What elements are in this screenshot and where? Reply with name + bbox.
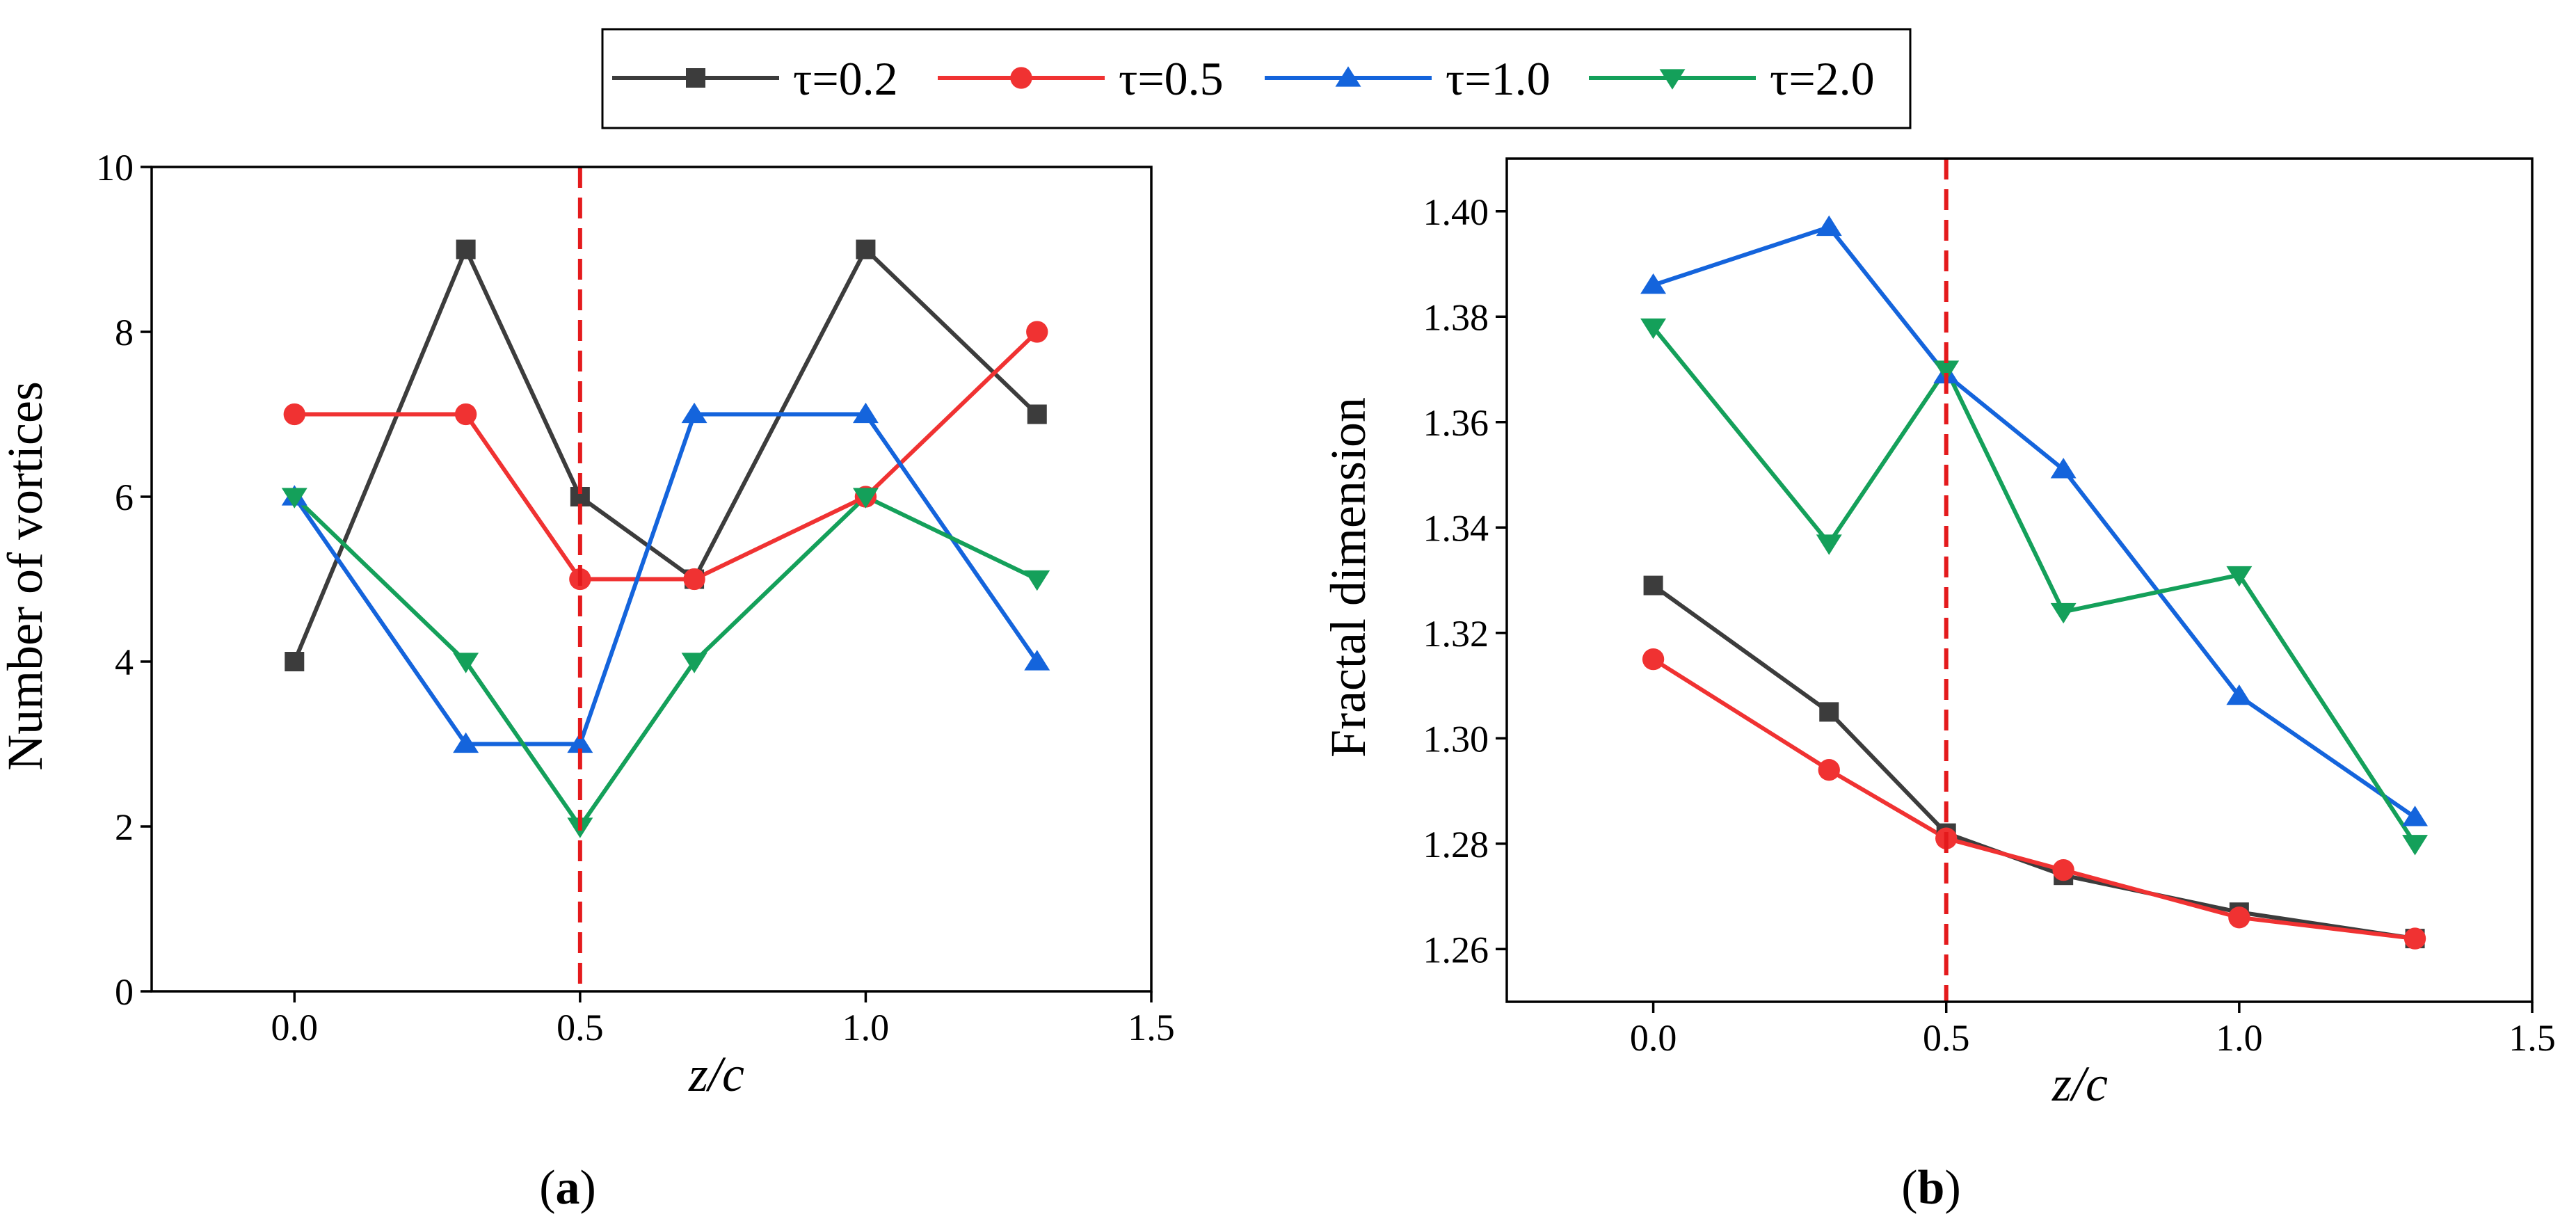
panel-b-x-tick-label: 0.5: [1923, 1017, 1970, 1059]
legend-label: τ=2.0: [1770, 52, 1875, 105]
panel-b-point-tau-2-0: [1933, 360, 1960, 381]
panel-b-y-tick-label: 1.40: [1423, 191, 1489, 233]
panel-b-y-tick-label: 1.38: [1423, 296, 1489, 338]
panel-b-point-tau-0-5: [2228, 906, 2250, 929]
panel-a-point-tau-0-5: [283, 403, 305, 426]
panel-a-point-tau-1-0: [1024, 650, 1050, 671]
legend: τ=0.2 τ=0.5 τ=1.0 τ=2.0: [601, 28, 1912, 129]
panel-b-x-axis-label: z/c: [2051, 1056, 2108, 1112]
panel-a-y-tick-label: 2: [115, 806, 134, 848]
legend-label: τ=1.0: [1446, 52, 1551, 105]
panel-a-x-tick-label: 0.5: [557, 1007, 604, 1048]
panel-a-markers: [281, 239, 1050, 838]
panel-a-point-tau-1-0: [681, 402, 707, 424]
panel-a-point-tau-1-0: [567, 732, 593, 753]
panel-a-point-tau-2-0: [852, 488, 879, 509]
panel-a-point-tau-0-5: [1026, 321, 1048, 343]
panel-b-point-tau-1-0: [1640, 273, 1667, 294]
panel-b-y-tick-label: 1.34: [1423, 507, 1489, 549]
panel-a-point-tau-2-0: [681, 653, 707, 673]
legend-label: τ=0.2: [793, 52, 898, 105]
panel-b-y-axis-label: Fractal dimension: [1320, 397, 1376, 758]
panel-a-point-tau-0-2: [856, 239, 876, 259]
panel-a-x-tick-label: 1.5: [1128, 1007, 1175, 1048]
panel-a-point-tau-1-0: [453, 732, 479, 753]
panel-a-series-line-tau-2-0: [293, 495, 1039, 829]
panel-b-plot-frame: [1505, 157, 2534, 1003]
panel-b-y-tick-label: 1.26: [1423, 929, 1489, 970]
legend-marker-circle: [1010, 67, 1032, 89]
panel-b-x-tick-label: 1.0: [2216, 1017, 2263, 1059]
panel-a-y-tick-label: 4: [115, 641, 134, 683]
panel-b-point-tau-2-0: [1640, 318, 1667, 339]
panel-b-point-tau-2-0: [2402, 835, 2429, 856]
panel-b-y-tick-label: 1.36: [1423, 402, 1489, 444]
panel-a: 0.0 0.5 1.0 1.5 0 2 4 6 8 10 Number of vortices z…: [0, 147, 1175, 1215]
legend-marker-square: [686, 68, 705, 88]
panel-a-caption: (a): [539, 1161, 596, 1215]
panel-b-lines: [1651, 225, 2417, 941]
panel-a-x-axis-label: z/c: [688, 1046, 744, 1102]
panel-b-point-tau-1-0: [2050, 458, 2077, 479]
panel-b-point-tau-1-0: [2226, 684, 2253, 705]
panel-a-series-line-tau-0-2: [292, 247, 1039, 663]
panel-b-point-tau-1-0: [2402, 806, 2429, 826]
panel-a-y-tick-label: 0: [115, 971, 134, 1013]
panel-a-y-axis-label: Number of vortices: [0, 381, 53, 771]
panel-a-point-tau-1-0: [852, 402, 879, 424]
panel-a-point-tau-0-2: [1027, 404, 1047, 424]
panel-a-y-tick-label: 6: [115, 477, 134, 518]
panel-b-y-tick-label: 1.32: [1423, 613, 1489, 655]
panel-a-point-tau-0-5: [454, 403, 477, 426]
legend-entries: τ=0.2 τ=0.5 τ=1.0 τ=2.0: [612, 52, 1875, 105]
legend-marker-triangle-up: [1335, 66, 1361, 87]
panel-a-lines: [292, 247, 1039, 829]
panel-b: 0.0 0.5 1.0 1.5 1.26 1.28 1.30 1.32 1.34 1.36 1.38…: [1320, 157, 2556, 1215]
panel-b-series-line-tau-0-5: [1651, 657, 2415, 941]
panel-b-point-tau-0-5: [1642, 648, 1665, 671]
panel-a-series-line-tau-1-0: [292, 412, 1039, 746]
panel-a-point-tau-2-0: [453, 653, 479, 673]
panel-b-series-line-tau-1-0: [1652, 225, 2417, 820]
panel-a-y-tick-label: 8: [115, 312, 134, 353]
panel-b-x-tick-label: 1.5: [2509, 1017, 2556, 1059]
panel-a-y-tick-label: 10: [96, 147, 134, 189]
panel-b-point-tau-2-0: [1816, 534, 1842, 555]
panel-b-y-tick-label: 1.28: [1423, 824, 1489, 865]
panel-a-x-tick-label: 0.0: [271, 1007, 319, 1048]
panel-a-point-tau-0-5: [683, 568, 705, 591]
panel-a-point-tau-2-0: [1024, 570, 1050, 591]
panel-a-point-tau-0-2: [285, 652, 305, 671]
panel-b-point-tau-0-5: [1818, 759, 1840, 781]
panel-b-point-tau-1-0: [1816, 215, 1842, 237]
panel-b-series-line-tau-2-0: [1651, 326, 2417, 845]
panel-b-point-tau-0-5: [2403, 927, 2426, 950]
panel-a-plot-frame: [150, 166, 1153, 993]
panel-b-point-tau-2-0: [2226, 566, 2253, 587]
panel-b-ticks: 0.0 0.5 1.0 1.5 1.26 1.28 1.30 1.32 1.34 1.36 1.38…: [1423, 191, 2556, 1059]
panel-a-point-tau-2-0: [281, 488, 307, 509]
panel-a-ticks: 0.0 0.5 1.0 1.5 0 2 4 6 8 10: [96, 147, 1175, 1048]
panel-b-caption: (b): [1901, 1161, 1961, 1215]
panel-b-markers: [1640, 215, 2429, 950]
panel-b-y-tick-label: 1.30: [1423, 718, 1489, 760]
panel-a-point-tau-0-2: [456, 239, 476, 259]
panel-b-point-tau-0-2: [1643, 575, 1663, 595]
panel-b-point-tau-2-0: [2050, 602, 2077, 624]
legend-label: τ=0.5: [1119, 52, 1224, 105]
panel-b-point-tau-0-2: [1819, 702, 1839, 722]
panel-a-x-tick-label: 1.0: [842, 1007, 890, 1048]
legend-marker-triangle-down: [1659, 69, 1686, 90]
panel-b-x-tick-label: 0.0: [1630, 1017, 1677, 1059]
panel-b-point-tau-0-5: [2052, 858, 2074, 881]
